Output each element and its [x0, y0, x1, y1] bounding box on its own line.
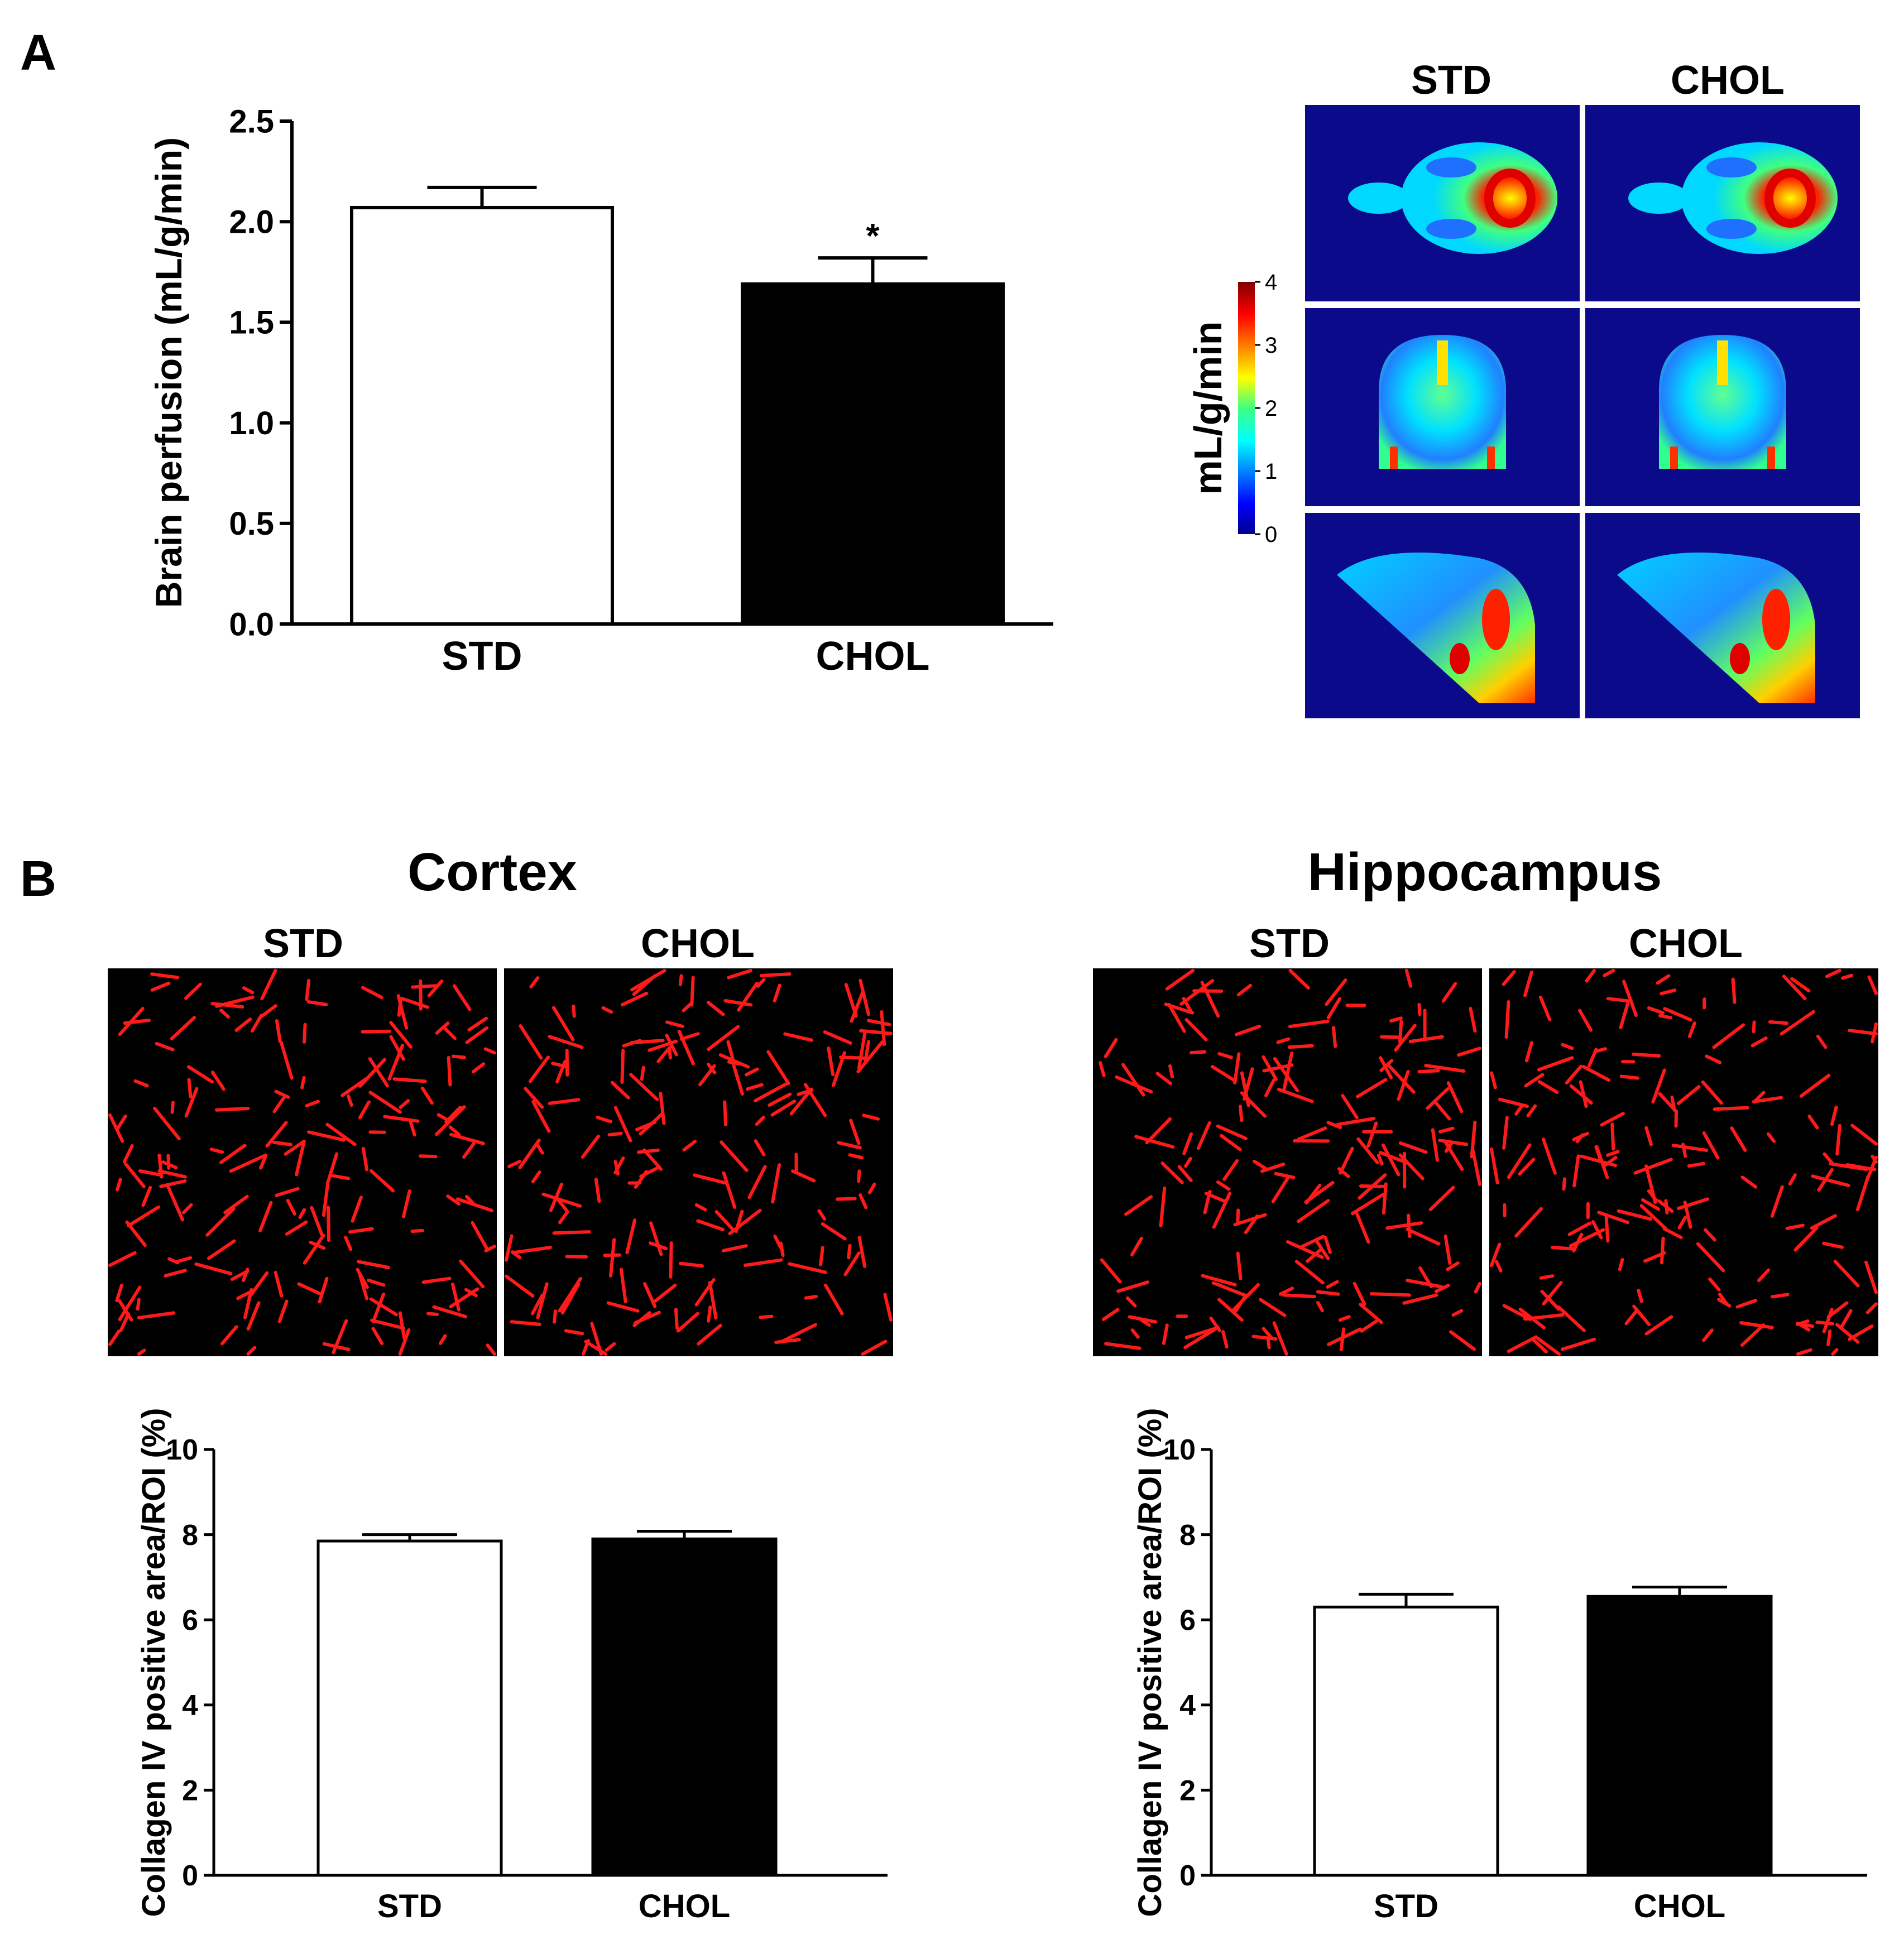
cortex-y-tick-label: 10	[166, 1434, 198, 1466]
cortex-bar-chol	[591, 1537, 778, 1877]
hippocampus-col-label-std: STD	[1249, 921, 1330, 966]
perfusion-maps: STD CHOL	[1186, 58, 1860, 718]
hippocampus-y-tick-label: 10	[1163, 1434, 1196, 1466]
micrograph-background	[108, 968, 497, 1356]
perfusion-significance-marker: *	[866, 217, 880, 256]
perfusion-bar-chol	[741, 282, 1005, 626]
vessel-network	[108, 969, 496, 1356]
perfusion-y-tick-label: 2.5	[229, 103, 274, 140]
perfusion-bar-chart: 0.0 0.5 1.0 1.5 2.0 2.5 Brain perfusion (mL/g/…	[148, 103, 1053, 679]
panel-letter-b: B	[20, 851, 56, 907]
perfusion-y-axis-label: Brain perfusion (mL/g/min)	[148, 137, 189, 608]
cortex-y-tick-label: 0	[182, 1860, 198, 1892]
hippocampus-bar-std	[1313, 1605, 1499, 1877]
brain-coronal-std	[1379, 335, 1506, 469]
panel-letter-a: A	[20, 25, 56, 81]
hippocampus-bar-chol	[1586, 1595, 1773, 1877]
brain-axial-std	[1348, 142, 1557, 254]
cortex-y-tick-label: 4	[182, 1689, 198, 1722]
hippocampus-y-tick-label: 2	[1179, 1775, 1196, 1807]
hippocampus-title: Hippocampus	[1308, 842, 1662, 902]
micrograph-cortex-std	[108, 968, 497, 1356]
perfusion-bar-std	[350, 205, 614, 626]
cortex-y-tick-label: 8	[182, 1519, 198, 1552]
colorbar-tick-label: 1	[1265, 459, 1277, 484]
hippocampus-y-tick-label: 8	[1179, 1519, 1196, 1552]
perfusion-y-tick-label: 1.5	[229, 305, 274, 341]
hippocampus-y-tick-label: 0	[1179, 1860, 1196, 1892]
colorbar-label: mL/g/min	[1186, 321, 1230, 495]
colorbar-tick-label: 4	[1265, 270, 1277, 295]
micrograph-hippocampus-chol	[1489, 968, 1878, 1356]
perfusion-y-tick-label: 0.5	[229, 506, 274, 542]
brain-coronal-chol	[1659, 335, 1786, 469]
cortex-x-tick-label: STD	[377, 1888, 442, 1924]
cortex-y-axis-label: Collagen IV positive area/ROI (%)	[136, 1408, 172, 1917]
cortex-col-label-chol: CHOL	[641, 921, 755, 966]
micrograph-hippocampus-std	[1093, 968, 1482, 1356]
colorbar	[1238, 282, 1255, 534]
perfusion-y-tick-label: 1.0	[229, 405, 274, 441]
vessel-network	[505, 969, 893, 1356]
cortex-x-tick-label: CHOL	[639, 1888, 730, 1924]
cortex-y-tick-label: 6	[182, 1604, 198, 1636]
colorbar-tick-label: 2	[1265, 396, 1277, 421]
vessel-network	[1099, 969, 1481, 1356]
hippocampus-y-axis-label: Collagen IV positive area/ROI (%)	[1132, 1408, 1168, 1917]
hippocampus-x-tick-label: STD	[1374, 1888, 1438, 1924]
brain-sagittal-chol	[1617, 553, 1815, 703]
cortex-y-tick-label: 2	[182, 1775, 198, 1807]
perfusion-y-tick-label: 2.0	[229, 204, 274, 241]
map-col-label-chol: CHOL	[1671, 58, 1785, 103]
hippocampus-y-tick-label: 4	[1179, 1689, 1196, 1722]
colorbar-tick-label: 3	[1265, 333, 1277, 358]
hippocampus-col-label-chol: CHOL	[1629, 921, 1743, 966]
perfusion-x-tick-label: STD	[442, 634, 522, 679]
colorbar-tick-label: 0	[1265, 522, 1277, 547]
hippocampus-y-tick-label: 6	[1179, 1604, 1196, 1636]
hippocampus-x-tick-label: CHOL	[1634, 1888, 1725, 1924]
cortex-bar-std	[316, 1539, 503, 1877]
cortex-title: Cortex	[407, 842, 577, 902]
cortex-col-label-std: STD	[263, 921, 343, 966]
map-col-label-std: STD	[1411, 58, 1491, 103]
brain-sagittal-std	[1337, 553, 1535, 703]
perfusion-x-tick-label: CHOL	[816, 634, 930, 679]
colorbar-ticks: 4 3 2 1 0	[1255, 270, 1277, 547]
micrograph-cortex-chol	[504, 968, 893, 1356]
perfusion-y-tick-label: 0.0	[229, 606, 274, 642]
brain-axial-chol	[1628, 142, 1838, 254]
vessel-network	[1490, 969, 1878, 1356]
